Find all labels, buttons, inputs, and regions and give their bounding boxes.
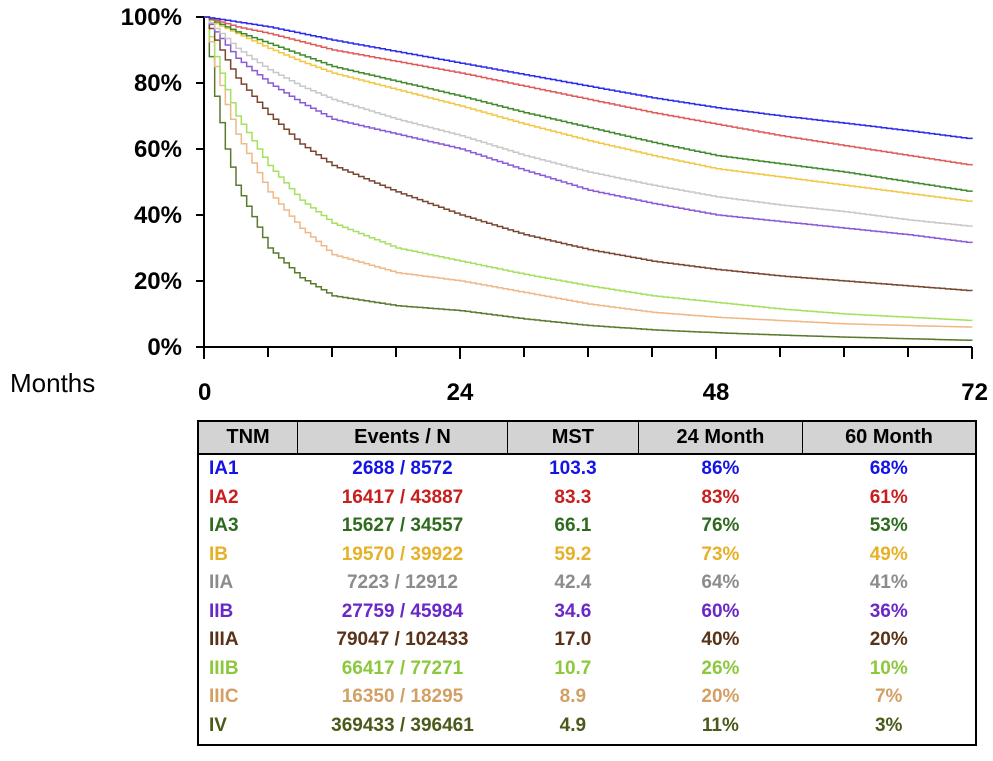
mst-cell: 59.2 bbox=[554, 543, 592, 565]
table-row: IV 369433 / 396461 4.9 11% 3% bbox=[198, 712, 976, 746]
table-row: IIB 27759 / 45984 34.6 60% 36% bbox=[198, 598, 976, 627]
curve-iiib bbox=[204, 16, 973, 322]
month-24-cell: 26% bbox=[701, 657, 740, 679]
stage-cell: IIIB bbox=[209, 657, 239, 679]
mst-cell: 42.4 bbox=[554, 572, 592, 593]
table-header-row: TNM Events / N MST 24 Month 60 Month bbox=[197, 420, 977, 455]
table-body: IA1 2688 / 8572 103.3 86% 68% IA2 16417 / 4388… bbox=[198, 454, 976, 745]
survival-curves bbox=[204, 16, 973, 342]
mst-cell: 4.9 bbox=[559, 714, 587, 736]
stage-cell: IA2 bbox=[209, 486, 239, 508]
month-60-cell: 3% bbox=[874, 714, 903, 736]
curve-iib bbox=[204, 16, 973, 244]
month-60-cell: 10% bbox=[869, 657, 908, 679]
table-row: IB 19570 / 39922 59.2 73% 49% bbox=[198, 541, 976, 570]
month-60-cell: 68% bbox=[869, 458, 908, 479]
stage-cell: IIIC bbox=[209, 686, 239, 707]
mst-cell: 17.0 bbox=[554, 629, 592, 650]
stage-cell: IA3 bbox=[209, 515, 239, 536]
x-tick-label: 72 bbox=[961, 379, 988, 406]
events-cell: 7223 / 12912 bbox=[346, 572, 458, 593]
stage-cell: IIA bbox=[209, 572, 234, 593]
header-24-month: 24 Month bbox=[637, 420, 803, 455]
y-tick-label: 20% bbox=[134, 268, 182, 295]
month-24-cell: 73% bbox=[701, 543, 740, 565]
month-24-cell: 60% bbox=[701, 600, 740, 622]
x-axis-title: Months bbox=[10, 368, 95, 398]
month-60-cell: 20% bbox=[869, 629, 908, 650]
events-cell: 16417 / 43887 bbox=[341, 486, 464, 508]
month-24-cell: 11% bbox=[701, 714, 739, 736]
month-24-cell: 86% bbox=[701, 458, 740, 479]
events-cell: 16350 / 18295 bbox=[341, 686, 464, 707]
x-tick-label: 0 bbox=[198, 379, 211, 406]
events-cell: 19570 / 39922 bbox=[341, 543, 464, 565]
curve-iiic bbox=[204, 16, 973, 328]
header-60-month: 60 Month bbox=[801, 420, 977, 455]
events-cell: 66417 / 77271 bbox=[341, 657, 464, 679]
table-row: IA1 2688 / 8572 103.3 86% 68% bbox=[198, 454, 976, 484]
mst-cell: 10.7 bbox=[554, 657, 592, 679]
y-tick-label: 60% bbox=[134, 136, 182, 163]
month-24-cell: 64% bbox=[701, 572, 740, 593]
table-row: IIIB 66417 / 77271 10.7 26% 10% bbox=[198, 655, 976, 684]
stage-cell: IB bbox=[209, 543, 228, 565]
survival-chart: 0% 20% 40% 60% 80% 100% 0 24 48 72 Months bbox=[10, 4, 988, 406]
stage-cell: IV bbox=[209, 714, 227, 736]
stage-cell: IA1 bbox=[209, 458, 239, 479]
curve-iv bbox=[204, 16, 973, 342]
table-row: IIIC 16350 / 18295 8.9 20% 7% bbox=[198, 683, 976, 712]
month-60-cell: 41% bbox=[869, 572, 908, 593]
events-cell: 2688 / 8572 bbox=[352, 458, 453, 479]
mst-cell: 34.6 bbox=[554, 600, 592, 622]
table-row: IA3 15627 / 34557 66.1 76% 53% bbox=[198, 512, 976, 541]
legend-table: TNM Events / N MST 24 Month 60 Month IA1… bbox=[197, 420, 977, 746]
month-24-cell: 40% bbox=[701, 629, 740, 650]
table-row: IIA 7223 / 12912 42.4 64% 41% bbox=[198, 569, 976, 598]
curve-iiia bbox=[204, 16, 973, 292]
axes bbox=[196, 16, 973, 359]
x-tick-label: 24 bbox=[447, 379, 474, 406]
stage-cell: IIIA bbox=[209, 629, 239, 650]
y-tick-label: 0% bbox=[147, 334, 182, 361]
mst-cell: 8.9 bbox=[559, 686, 587, 707]
month-60-cell: 7% bbox=[874, 686, 903, 707]
x-tick-label: 48 bbox=[703, 379, 730, 406]
curve-ia2 bbox=[204, 16, 973, 166]
mst-cell: 66.1 bbox=[554, 515, 592, 536]
header-events: Events / N bbox=[297, 420, 508, 455]
table-row: IA2 16417 / 43887 83.3 83% 61% bbox=[198, 484, 976, 513]
month-60-cell: 49% bbox=[869, 543, 908, 565]
month-60-cell: 53% bbox=[869, 515, 908, 536]
table-row: IIIA 79047 / 102433 17.0 40% 20% bbox=[198, 626, 976, 655]
mst-cell: 83.3 bbox=[554, 486, 592, 508]
curve-ia1 bbox=[204, 16, 973, 140]
curve-ib bbox=[204, 16, 973, 202]
curve-iia bbox=[204, 16, 973, 227]
month-24-cell: 83% bbox=[701, 486, 740, 508]
events-cell: 27759 / 45984 bbox=[341, 600, 464, 622]
y-tick-label: 40% bbox=[134, 202, 182, 229]
tick-labels: 0% 20% 40% 60% 80% 100% 0 24 48 72 bbox=[121, 4, 988, 406]
stage-cell: IIB bbox=[209, 600, 234, 622]
header-mst: MST bbox=[506, 420, 639, 455]
month-24-cell: 20% bbox=[701, 686, 740, 707]
events-cell: 79047 / 102433 bbox=[336, 629, 469, 650]
month-60-cell: 36% bbox=[869, 600, 908, 622]
y-tick-label: 100% bbox=[121, 4, 182, 31]
curve-ia3 bbox=[204, 16, 973, 192]
y-tick-label: 80% bbox=[134, 70, 182, 97]
header-tnm: TNM bbox=[197, 420, 299, 455]
events-cell: 369433 / 396461 bbox=[331, 714, 474, 736]
month-24-cell: 76% bbox=[701, 515, 740, 536]
mst-cell: 103.3 bbox=[549, 458, 597, 479]
events-cell: 15627 / 34557 bbox=[341, 515, 464, 536]
month-60-cell: 61% bbox=[869, 486, 908, 508]
